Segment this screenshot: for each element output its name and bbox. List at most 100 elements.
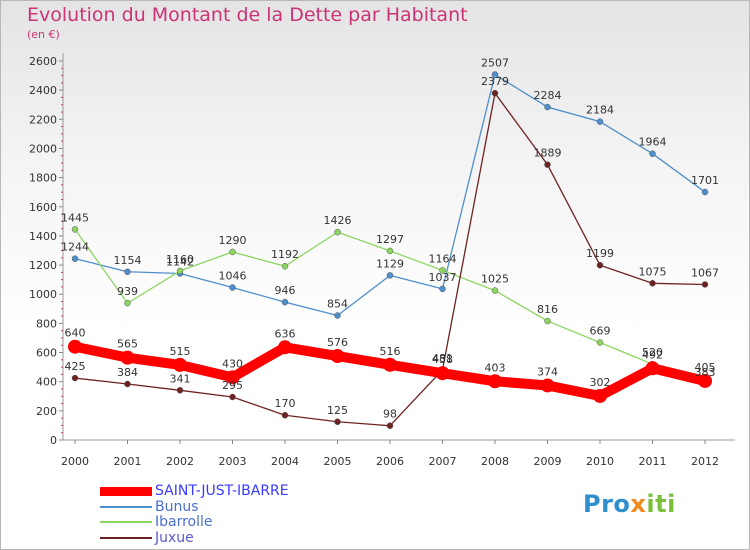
data-label: 1154	[114, 254, 142, 267]
data-point	[334, 228, 341, 236]
data-point	[229, 393, 236, 401]
data-point	[176, 267, 184, 275]
legend-label: Ibarrolle	[155, 514, 213, 530]
data-label: 374	[537, 365, 558, 378]
data-label: 458	[432, 353, 453, 366]
data-label: 1889	[534, 147, 562, 160]
legend-swatch	[100, 521, 152, 523]
chart-subtitle: (en €)	[27, 28, 60, 41]
legend-label: Juxue	[155, 529, 194, 546]
y-tick-label: 400	[36, 376, 57, 389]
data-point	[176, 387, 184, 394]
data-label: 1025	[481, 273, 509, 286]
data-label: 403	[485, 361, 506, 374]
data-point	[124, 380, 131, 388]
data-label: 430	[222, 357, 243, 370]
data-point	[281, 262, 289, 270]
y-tick-label: 800	[36, 317, 57, 330]
data-point	[330, 349, 345, 364]
data-point	[120, 350, 135, 365]
x-tick-label: 2009	[534, 455, 562, 468]
x-tick-label: 2012	[691, 455, 719, 468]
data-label: 2507	[481, 57, 509, 70]
data-label: 1037	[429, 271, 457, 284]
data-point	[439, 267, 446, 274]
data-point	[540, 378, 555, 393]
proxiti-logo: Proxiti	[583, 490, 676, 518]
data-point	[278, 340, 292, 355]
data-label: 2284	[534, 89, 562, 102]
data-point	[491, 89, 499, 97]
data-label: 1244	[61, 241, 89, 254]
logo-part-2: x	[630, 490, 647, 518]
x-tick-label: 2008	[481, 455, 509, 468]
x-tick-label: 2004	[271, 455, 299, 468]
data-label: 383	[695, 366, 716, 379]
data-label: 1199	[586, 247, 614, 260]
legend-swatch	[100, 536, 152, 539]
data-label: 565	[117, 338, 138, 351]
logo-part-1: Pro	[583, 490, 631, 518]
data-label: 1426	[324, 214, 352, 227]
y-tick-label: 1000	[29, 288, 57, 301]
data-point	[173, 357, 187, 372]
data-point	[491, 287, 499, 294]
data-point	[491, 71, 499, 78]
data-label: 1192	[271, 248, 299, 261]
y-tick-label: 1600	[29, 201, 57, 214]
data-label: 669	[590, 324, 611, 337]
data-point	[701, 281, 709, 288]
legend-swatch	[100, 486, 152, 496]
x-tick-label: 2006	[376, 455, 404, 468]
y-tick-label: 0	[50, 434, 57, 447]
data-label: 170	[275, 397, 296, 410]
x-tick-label: 2000	[61, 455, 89, 468]
data-label: 1701	[691, 174, 719, 187]
y-tick-label: 1800	[29, 172, 57, 185]
data-label: 1445	[61, 211, 89, 224]
data-label: 1129	[376, 257, 404, 270]
x-tick-label: 2010	[586, 455, 614, 468]
data-label: 1075	[639, 265, 667, 278]
data-label: 481	[432, 352, 453, 365]
data-label: 1290	[219, 234, 247, 247]
data-label: 492	[642, 348, 663, 361]
x-tick-label: 2011	[639, 455, 667, 468]
x-tick-label: 2002	[166, 455, 194, 468]
y-tick-label: 200	[36, 405, 57, 418]
legend-swatch	[100, 505, 152, 508]
data-point	[386, 422, 394, 429]
data-point	[124, 299, 131, 307]
data-point	[281, 411, 289, 419]
data-point	[281, 298, 289, 306]
data-point	[124, 268, 131, 276]
x-tick-label: 2003	[219, 455, 247, 468]
data-label: 576	[327, 336, 348, 349]
y-tick-label: 2600	[29, 55, 57, 68]
data-point	[439, 285, 446, 293]
data-label: 425	[65, 360, 86, 373]
data-label: 125	[327, 404, 348, 417]
data-point	[488, 374, 502, 389]
data-label: 2379	[481, 75, 509, 88]
data-label: 341	[170, 372, 191, 385]
data-label: 2184	[586, 104, 614, 117]
data-label: 1046	[219, 270, 247, 283]
y-tick-label: 2000	[29, 142, 57, 155]
y-tick-label: 1200	[29, 259, 57, 272]
legend-label: Bunus	[155, 498, 199, 515]
data-point	[71, 226, 79, 233]
data-label: 1964	[639, 136, 667, 149]
x-tick-label: 2005	[324, 455, 352, 468]
data-label: 405	[695, 361, 716, 374]
data-point	[68, 339, 82, 354]
data-label: 1067	[691, 266, 719, 279]
data-label: 854	[327, 298, 348, 311]
data-point	[593, 388, 607, 403]
data-label: 520	[642, 346, 663, 359]
data-point	[645, 361, 660, 376]
data-point	[544, 161, 551, 168]
y-tick-label: 1400	[29, 230, 57, 243]
data-point	[383, 357, 397, 372]
